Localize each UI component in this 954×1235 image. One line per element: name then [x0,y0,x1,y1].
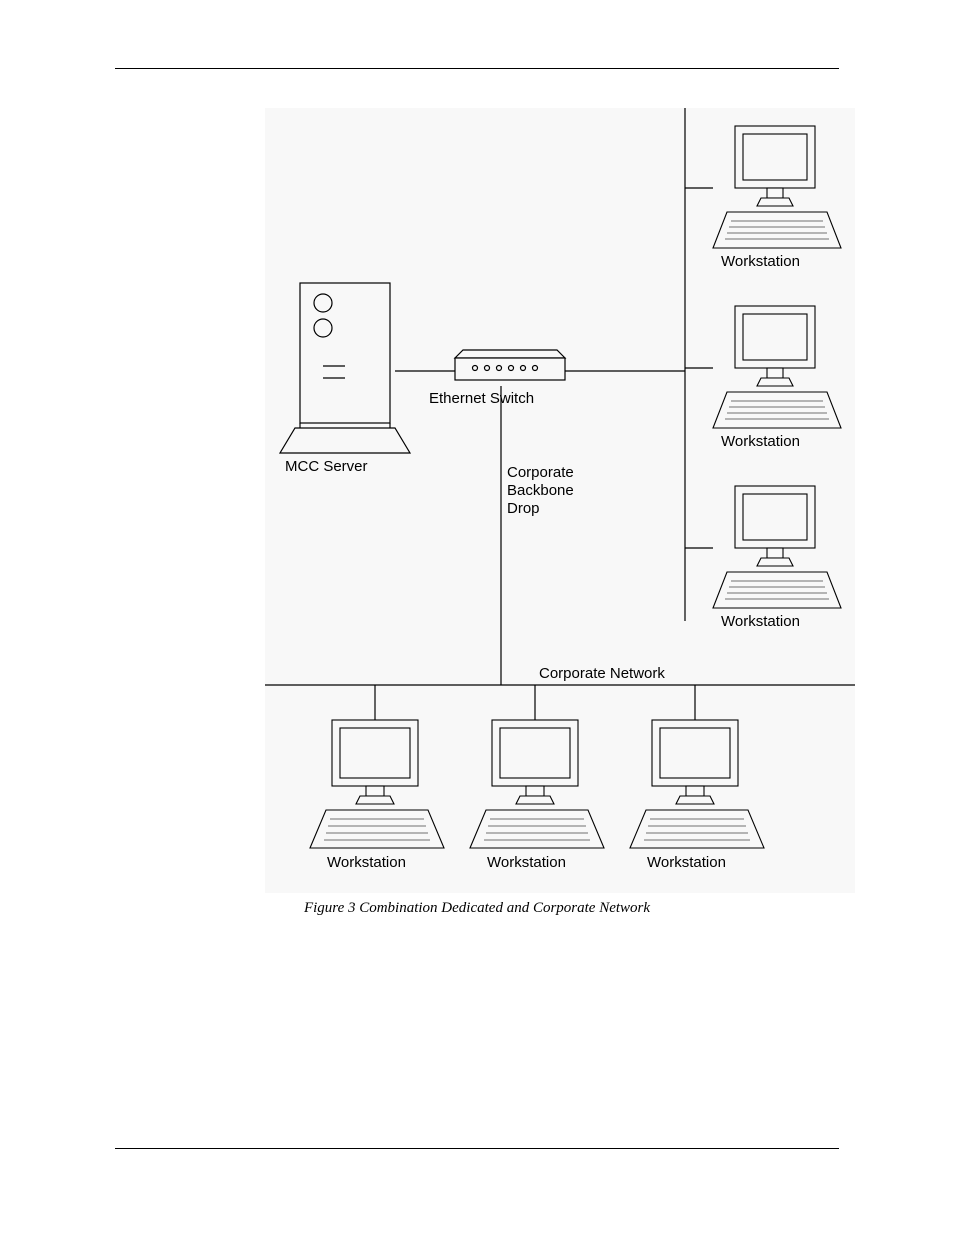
network-diagram: MCC Server Ethernet Switch Corporate Bac… [265,108,855,893]
workstation-icon [310,126,841,848]
figure-caption: Figure 3 Combination Dedicated and Corpo… [0,900,954,917]
mcc-server-label: MCC Server [285,458,368,475]
ethernet-switch-label: Ethernet Switch [429,390,534,407]
workstation-label: Workstation [721,433,800,450]
workstation-label: Workstation [721,613,800,630]
workstation-label: Workstation [721,253,800,270]
workstation-label: Workstation [327,854,406,871]
mcc-server-icon [280,283,410,453]
backbone-drop-label: Corporate Backbone Drop [507,464,574,518]
workstation-label: Workstation [487,854,566,871]
ethernet-switch-icon [455,350,565,380]
workstation-label: Workstation [647,854,726,871]
bottom-rule [115,1148,839,1149]
corporate-network-label: Corporate Network [539,665,665,682]
top-rule [115,68,839,69]
